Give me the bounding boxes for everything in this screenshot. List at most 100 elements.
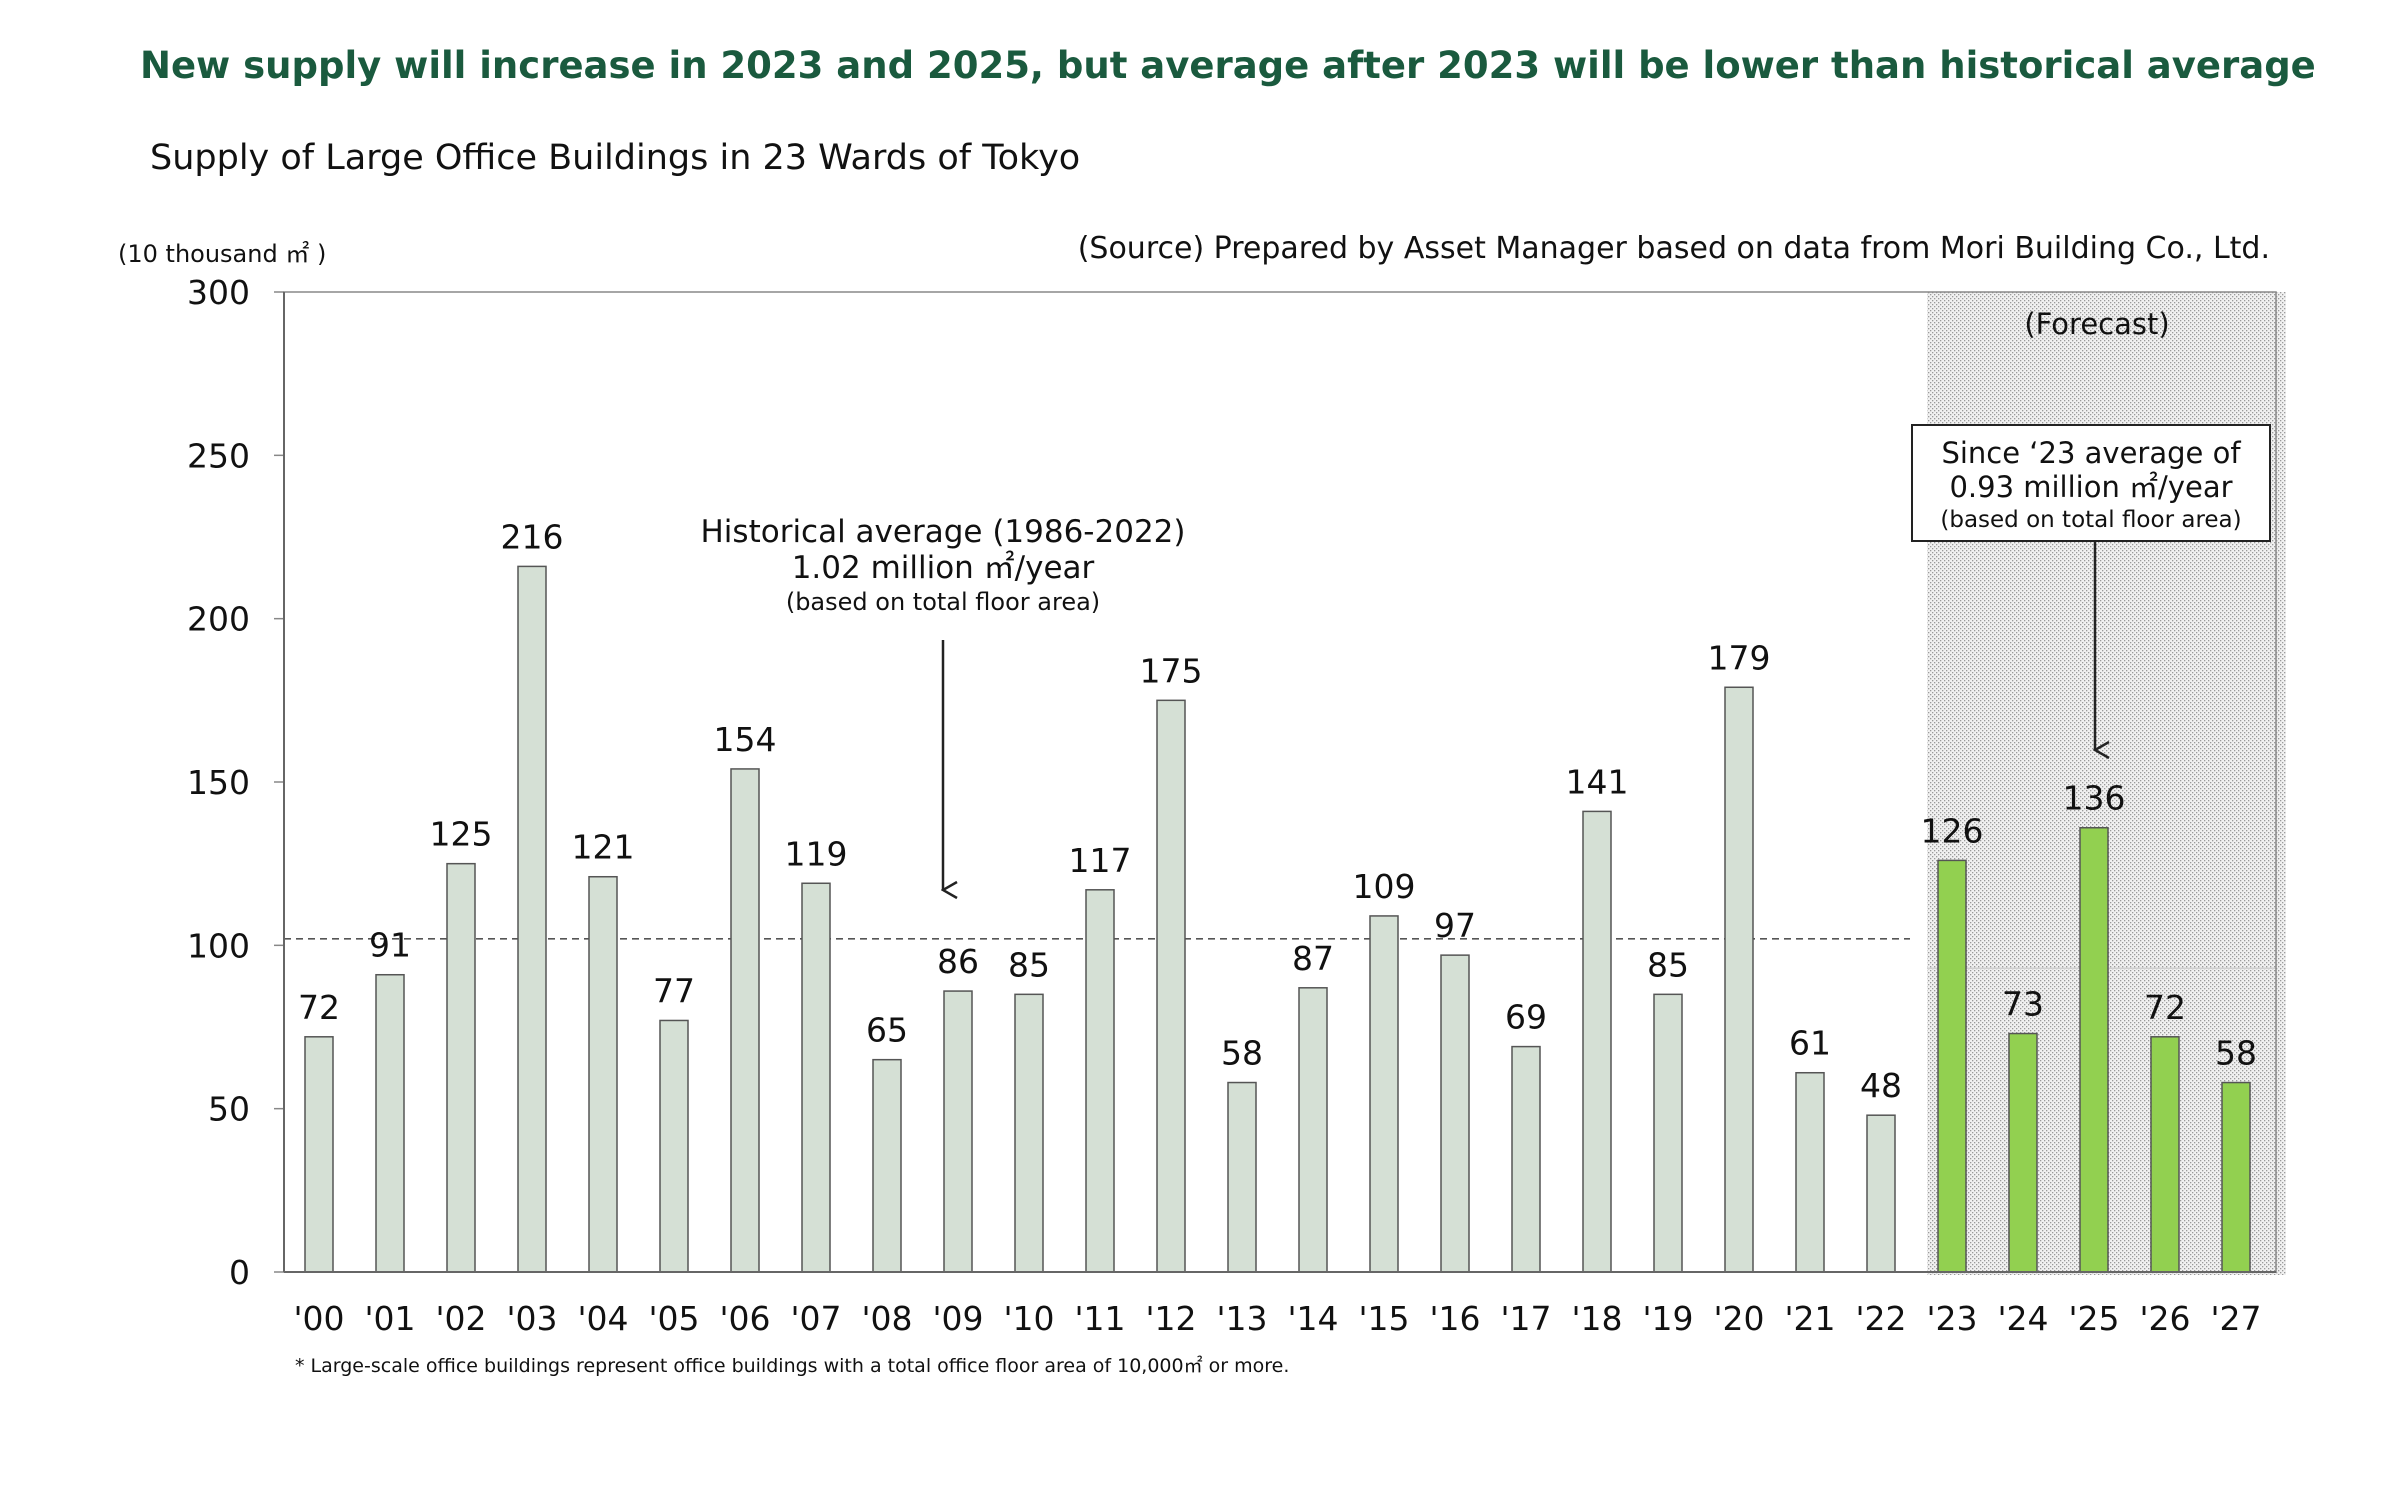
x-tick-label: '11: [1074, 1299, 1125, 1338]
forecast-label: (Forecast): [2024, 307, 2169, 341]
bar: [801, 882, 831, 1273]
unit-label: (10 thousand ㎡ ): [118, 240, 326, 268]
historical-average-line2: 1.02 million ㎡/year: [792, 550, 1095, 586]
bar-value-label: 175: [1140, 651, 1203, 690]
x-tick-label: '15: [1358, 1299, 1409, 1338]
bar: [517, 565, 547, 1273]
bar-value-label: 58: [2215, 1034, 2257, 1073]
x-tick-label: '17: [1500, 1299, 1551, 1338]
y-tick-label: 150: [187, 763, 250, 802]
x-tick-label: '12: [1145, 1299, 1196, 1338]
bar: [730, 768, 760, 1273]
bar: [588, 875, 618, 1273]
x-tick-label: '25: [2068, 1299, 2119, 1338]
bar: [1156, 699, 1186, 1273]
x-tick-label: '10: [1003, 1299, 1054, 1338]
bar-value-label: 85: [1647, 945, 1689, 984]
bar-value-label: 121: [572, 828, 635, 867]
x-tick-label: '08: [861, 1299, 912, 1338]
bar-value-label: 61: [1789, 1024, 1831, 1063]
x-tick-label: '02: [435, 1299, 486, 1338]
bar: [1511, 1045, 1541, 1273]
bar: [872, 1058, 902, 1273]
bar: [304, 1036, 334, 1273]
y-tick-label: 50: [208, 1090, 250, 1129]
forecast-average-line1: Since ‘23 average of: [1941, 436, 2241, 470]
bar: [1298, 987, 1328, 1273]
y-tick-label: 300: [187, 273, 250, 312]
bar-value-label: 85: [1008, 945, 1050, 984]
forecast-average-box: [1911, 424, 2271, 542]
bar-value-label: 109: [1353, 867, 1416, 906]
x-tick-label: '09: [932, 1299, 983, 1338]
bar-value-label: 97: [1434, 906, 1476, 945]
x-tick-label: '03: [506, 1299, 557, 1338]
x-tick-label: '13: [1216, 1299, 1267, 1338]
bar: [1582, 810, 1612, 1273]
bar: [375, 973, 405, 1273]
bar-value-label: 72: [298, 988, 340, 1027]
bar-value-label: 141: [1566, 762, 1629, 801]
x-tick-label: '23: [1926, 1299, 1977, 1338]
bar-value-label: 154: [714, 720, 777, 759]
x-tick-label: '05: [648, 1299, 699, 1338]
bar-value-label: 69: [1505, 998, 1547, 1037]
bar-value-label: 58: [1221, 1034, 1263, 1073]
bar-value-label: 216: [501, 517, 564, 556]
source-note: (Source) Prepared by Asset Manager based…: [1078, 231, 2270, 266]
y-tick-label: 200: [187, 600, 250, 639]
bar: [1795, 1071, 1825, 1273]
bar: [1227, 1081, 1257, 1273]
forecast-bar: [2150, 1036, 2180, 1273]
x-tick-label: '04: [577, 1299, 628, 1338]
bar: [1085, 889, 1115, 1273]
x-tick-label: '26: [2139, 1299, 2190, 1338]
bar-value-label: 87: [1292, 939, 1334, 978]
forecast-average-line2: 0.93 million ㎡/year: [1949, 470, 2232, 504]
bar-value-label: 77: [653, 971, 695, 1010]
chart-title: Supply of Large Office Buildings in 23 W…: [150, 138, 1081, 178]
bar-value-label: 125: [430, 815, 493, 854]
bar: [446, 862, 476, 1273]
forecast-bar: [2008, 1032, 2038, 1273]
bar: [1369, 915, 1399, 1273]
forecast-bar: [1937, 859, 1967, 1273]
headline: New supply will increase in 2023 and 202…: [140, 44, 2316, 87]
x-tick-label: '19: [1642, 1299, 1693, 1338]
x-tick-label: '16: [1429, 1299, 1480, 1338]
footnote: * Large-scale office buildings represent…: [295, 1354, 1289, 1377]
bar-value-label: 126: [1921, 811, 1984, 850]
x-tick-label: '27: [2210, 1299, 2261, 1338]
forecast-bar: [2221, 1081, 2251, 1273]
x-tick-label: '14: [1287, 1299, 1338, 1338]
bar: [1866, 1114, 1896, 1273]
bar-value-label: 65: [866, 1011, 908, 1050]
x-tick-label: '20: [1713, 1299, 1764, 1338]
bar: [1653, 993, 1683, 1273]
bar-value-label: 72: [2144, 988, 2186, 1027]
bar: [1724, 686, 1754, 1273]
bar: [1440, 954, 1470, 1273]
bar-value-label: 136: [2063, 779, 2126, 818]
historical-average-line1: Historical average (1986-2022): [701, 514, 1186, 550]
historical-average-annotation: Historical average (1986-2022) 1.02 mill…: [701, 514, 1186, 890]
y-tick-label: 0: [229, 1253, 250, 1292]
bar: [659, 1019, 689, 1273]
bar-value-label: 48: [1860, 1066, 1902, 1105]
bar: [1014, 993, 1044, 1273]
x-tick-label: '24: [1997, 1299, 2048, 1338]
forecast-bar: [2079, 826, 2109, 1273]
bar-value-label: 179: [1708, 638, 1771, 677]
bar-value-label: 117: [1069, 841, 1132, 880]
x-tick-label: '18: [1571, 1299, 1622, 1338]
x-tick-label: '07: [790, 1299, 841, 1338]
bar-value-label: 91: [369, 926, 411, 965]
bar-value-label: 119: [785, 834, 848, 873]
x-tick-label: '21: [1784, 1299, 1835, 1338]
x-tick-label: '01: [364, 1299, 415, 1338]
x-tick-label: '00: [293, 1299, 344, 1338]
historical-average-line3: (based on total floor area): [786, 588, 1100, 616]
x-tick-label: '06: [719, 1299, 770, 1338]
x-tick-label: '22: [1855, 1299, 1906, 1338]
